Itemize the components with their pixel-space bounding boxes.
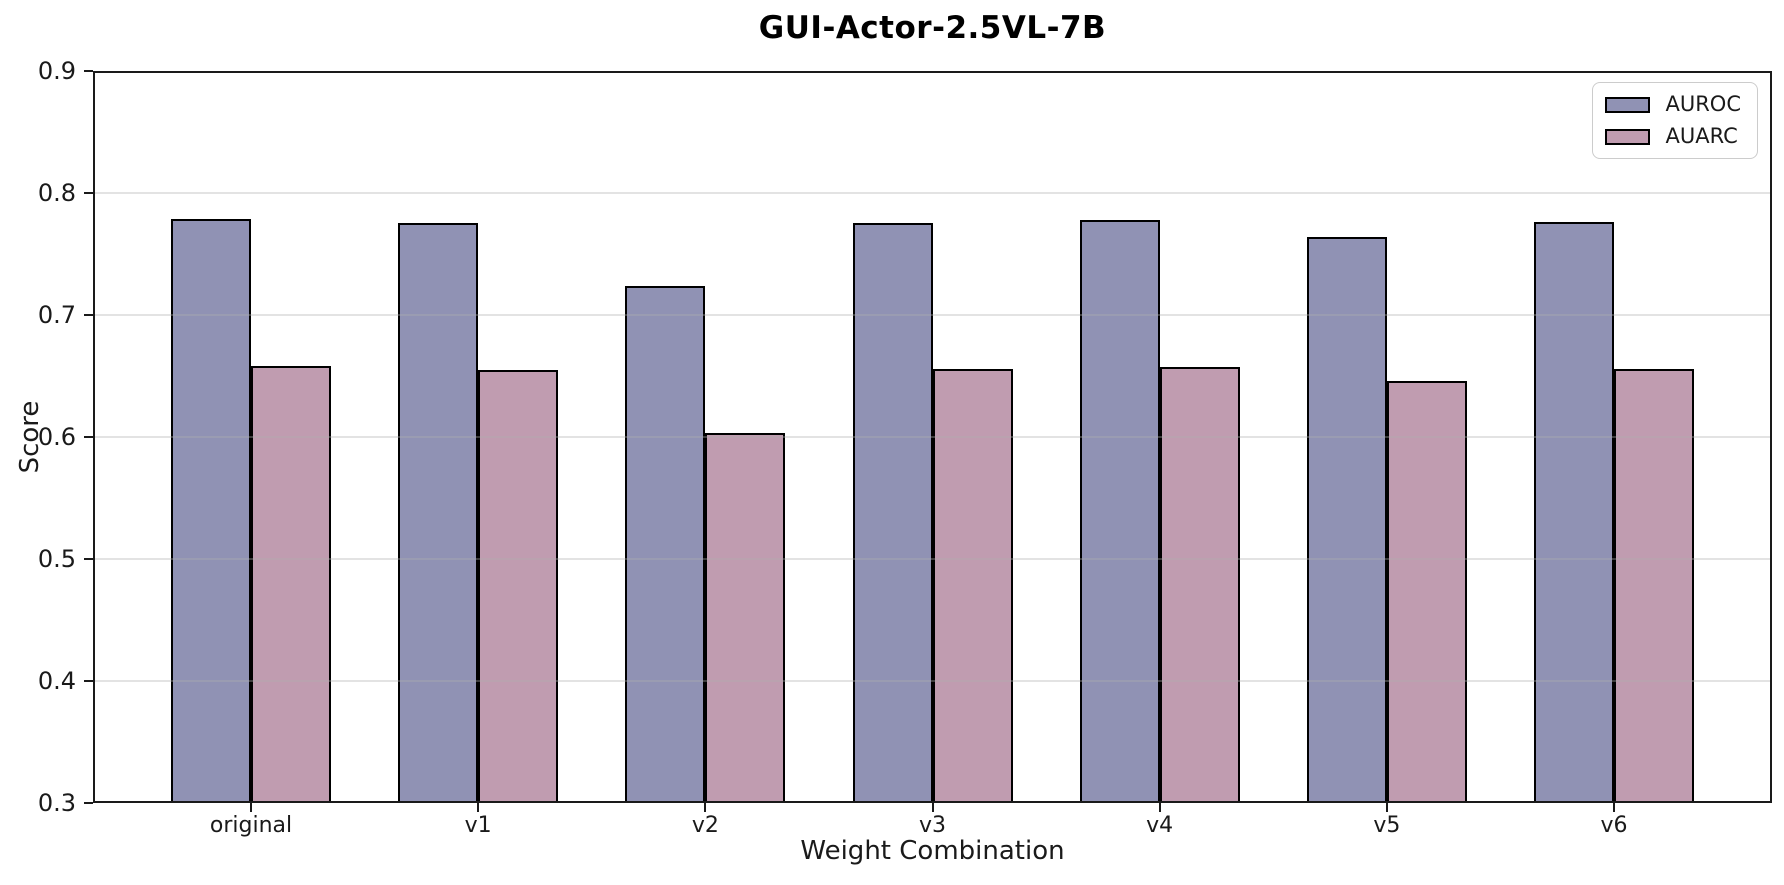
y-tick-mark	[84, 70, 93, 72]
x-tick-label-v1: v1	[464, 813, 492, 838]
x-tick-mark	[477, 803, 480, 812]
auroc-bar-v6	[1534, 222, 1614, 803]
auarc-bar-original	[251, 366, 331, 803]
legend-swatch-auarc	[1605, 128, 1651, 145]
legend-swatch-auroc	[1605, 96, 1651, 113]
y-tick-label: 0.7	[37, 301, 76, 329]
auroc-bar-v5	[1306, 237, 1387, 803]
chart-title: GUI-Actor-2.5VL-7B	[758, 10, 1107, 46]
legend-item-auroc: AUROC	[1605, 93, 1741, 116]
y-tick-mark	[84, 680, 93, 682]
x-axis-label: Weight Combination	[800, 836, 1065, 866]
y-tick-mark	[84, 802, 93, 804]
gridline	[93, 192, 1772, 194]
y-tick-label: 0.5	[37, 545, 76, 573]
legend-label: AUARC	[1665, 124, 1738, 148]
auarc-bar-v6	[1614, 369, 1694, 803]
legend: AUROC AUARC	[1592, 82, 1758, 159]
y-tick-label: 0.8	[37, 179, 76, 207]
y-tick-mark	[84, 192, 93, 194]
x-tick-label-original: original	[209, 813, 293, 838]
auroc-bar-v2	[625, 286, 706, 803]
y-tick-label: 0.3	[37, 789, 76, 817]
auroc-bar-original	[171, 219, 251, 803]
y-tick-label: 0.6	[37, 423, 76, 451]
y-tick-mark	[84, 314, 93, 316]
x-tick-mark	[931, 803, 934, 812]
auroc-bar-v3	[852, 223, 933, 803]
x-tick-label-v4: v4	[1146, 813, 1174, 838]
x-tick-mark	[250, 803, 252, 812]
legend-label: AUROC	[1665, 92, 1741, 116]
auarc-bar-v1	[478, 370, 559, 803]
x-tick-mark	[1613, 803, 1615, 812]
auarc-bar-v4	[1159, 367, 1240, 803]
x-tick-label-v2: v2	[691, 813, 719, 838]
y-tick-label: 0.9	[37, 57, 76, 85]
y-tick-mark	[84, 558, 93, 560]
auroc-bar-v4	[1079, 220, 1160, 803]
auarc-bar-v3	[932, 369, 1013, 803]
x-tick-mark	[704, 803, 707, 812]
legend-item-auarc: AUARC	[1605, 125, 1741, 148]
y-tick-label: 0.4	[37, 667, 76, 695]
x-tick-mark	[1158, 803, 1161, 812]
y-tick-mark	[84, 436, 93, 438]
auarc-bar-v5	[1386, 381, 1467, 803]
x-tick-label-v3: v3	[918, 813, 947, 838]
plot-area: AUROC AUARC	[93, 71, 1772, 803]
x-tick-mark	[1385, 803, 1388, 812]
x-tick-label-v6: v6	[1600, 813, 1628, 838]
auarc-bar-v2	[705, 433, 786, 803]
x-tick-label-v5: v5	[1373, 813, 1401, 838]
auroc-bar-v1	[398, 223, 479, 803]
gridline	[93, 314, 1772, 316]
y-axis-label: Score	[15, 400, 45, 474]
